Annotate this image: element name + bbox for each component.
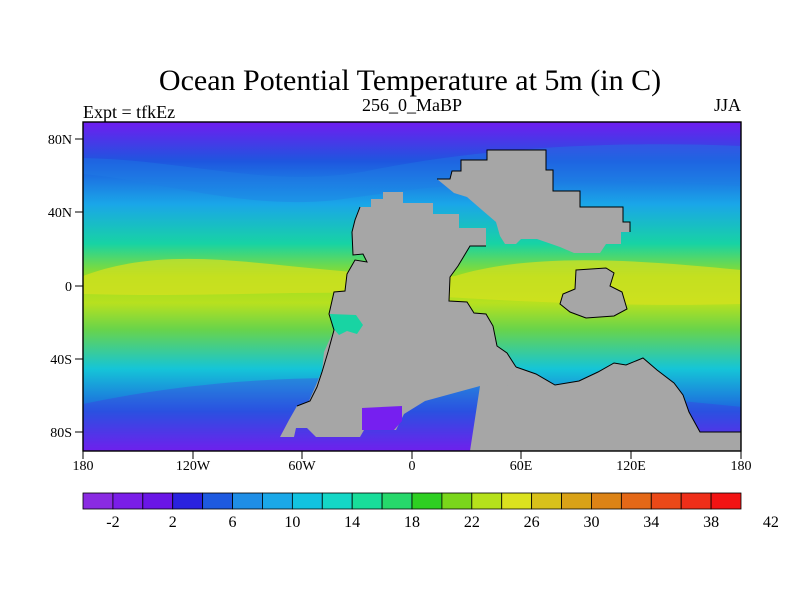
southern-polar-pool: [362, 406, 402, 430]
north-cool-band: [83, 144, 741, 203]
colorbar-box: [291, 492, 323, 510]
colorbar-label: 10: [284, 514, 300, 531]
east-america-coast-highlight: [448, 245, 517, 368]
northern-coast-highlight: [437, 149, 631, 232]
colorbar-box: [680, 492, 712, 510]
colorbar: -2 2 6 10 14 18 22 26 30 34 38 42: [82, 492, 779, 531]
colorbar-label: 34: [643, 514, 659, 531]
colorbar-label: 30: [583, 514, 599, 531]
y-tick-label: 40N: [48, 206, 72, 221]
left-subtitle: Expt = tfkEz: [83, 102, 175, 122]
colorbar-boxes: [82, 492, 742, 510]
colorbar-label: 2: [169, 514, 177, 531]
western-ocean-basin: [330, 314, 363, 335]
colorbar-label: -2: [106, 514, 119, 531]
colorbar-box: [620, 492, 652, 510]
eastern-coast-highlight: [559, 267, 628, 319]
colorbar-box: [351, 492, 383, 510]
colorbar-box: [471, 492, 503, 510]
colorbar-box: [411, 492, 443, 510]
colorbar-box: [501, 492, 533, 510]
y-tick-label: 0: [65, 280, 72, 295]
southern-landmass: [470, 358, 741, 451]
y-tick-label: 80N: [48, 133, 72, 148]
colorbar-label: 42: [763, 514, 779, 531]
colorbar-box: [591, 492, 622, 510]
figure-title: Ocean Potential Temperature at 5m (in C): [159, 64, 661, 97]
colorbar-box: [531, 492, 562, 510]
x-axis-ticks: 180 120W 60W 0 60E 120E 180: [73, 451, 752, 474]
west-coast-highlight: [296, 206, 368, 407]
northern-landmass: [437, 150, 630, 253]
colorbar-box: [232, 492, 263, 510]
y-tick-label: 80S: [50, 426, 72, 441]
colorbar-box: [262, 492, 293, 510]
x-tick-label: 0: [409, 459, 416, 474]
colorbar-box: [112, 492, 144, 510]
southern-coast-highlight: [515, 357, 741, 433]
x-tick-label: 180: [73, 459, 94, 474]
y-tick-label: 40S: [50, 353, 72, 368]
colorbar-label: 18: [404, 514, 420, 531]
x-tick-label: 120W: [176, 459, 211, 474]
map-panel: [83, 122, 741, 451]
colorbar-labels: -2 2 6 10 14 18 22 26 30 34 38 42: [106, 514, 779, 531]
colorbar-label: 14: [344, 514, 360, 531]
americas-landmass: [280, 192, 516, 437]
colorbar-box: [710, 492, 742, 510]
colorbar-box: [82, 492, 114, 510]
colorbar-box: [172, 492, 204, 510]
colorbar-label: 22: [464, 514, 480, 531]
x-tick-label: 60W: [288, 459, 316, 474]
colorbar-box: [561, 492, 592, 510]
x-tick-label: 120E: [616, 459, 646, 474]
colorbar-label: 38: [703, 514, 719, 531]
colorbar-box: [142, 492, 174, 510]
colorbar-box: [650, 492, 682, 510]
colorbar-label: 6: [229, 514, 237, 531]
x-tick-label: 180: [731, 459, 752, 474]
colorbar-box: [441, 492, 473, 510]
center-subtitle: 256_0_MaBP: [362, 95, 462, 115]
y-axis-ticks: 80N 40N 0 40S 80S: [48, 133, 83, 441]
colorbar-box: [321, 492, 353, 510]
eastern-inner-island: [560, 268, 627, 318]
right-subtitle: JJA: [714, 95, 741, 115]
colorbar-box: [381, 492, 413, 510]
x-tick-label: 60E: [510, 459, 533, 474]
colorbar-box: [202, 492, 233, 510]
colorbar-label: 26: [524, 514, 540, 531]
